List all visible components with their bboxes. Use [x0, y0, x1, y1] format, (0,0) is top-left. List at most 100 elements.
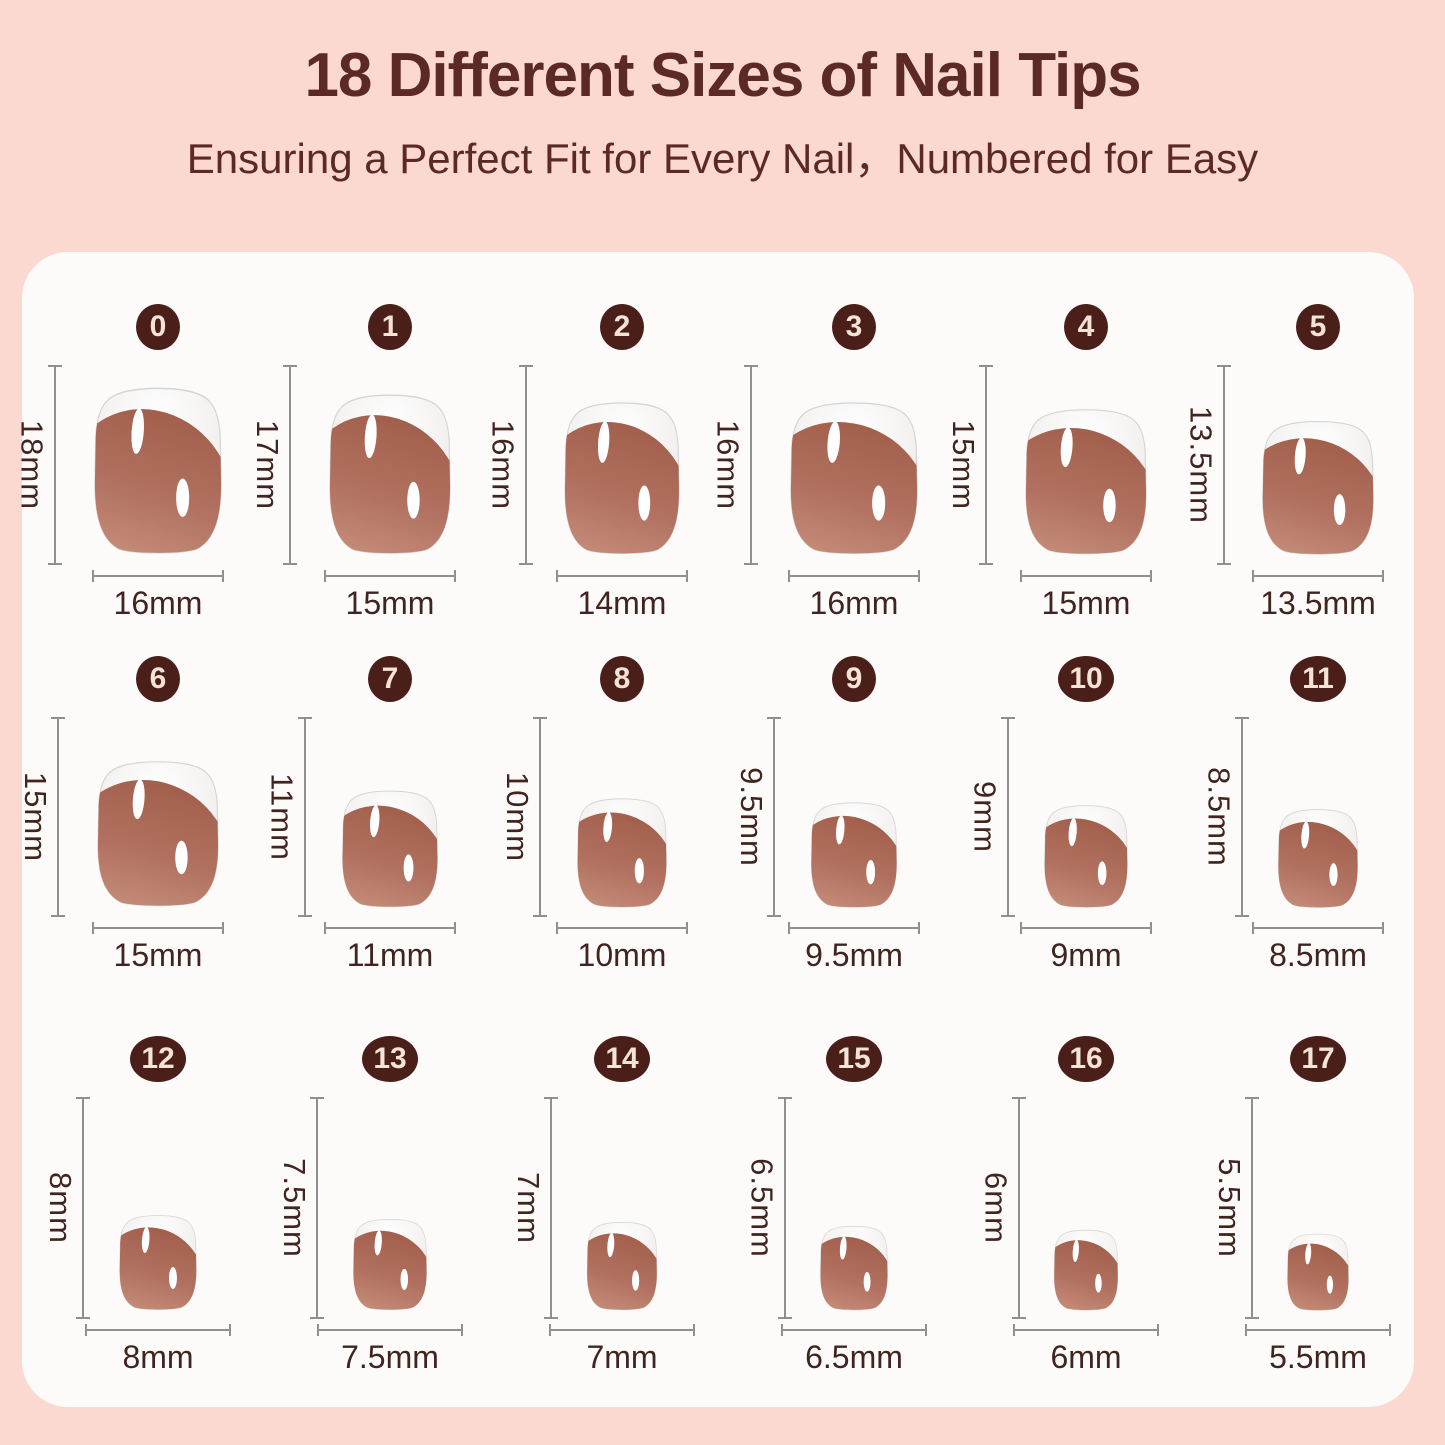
- nail-body: [1262, 438, 1374, 555]
- nail-shine-highlight: [1294, 437, 1306, 475]
- nail-shine-highlight: [1068, 818, 1077, 847]
- size-cell-15: 15 6.5mm 6.5mm: [718, 1036, 950, 1376]
- nail-tip-graphic: [1287, 1233, 1349, 1311]
- nail-shine-highlight: [141, 1227, 150, 1253]
- nail-body: [342, 805, 438, 907]
- nail-shine-highlight: [1305, 1243, 1312, 1265]
- height-dimension-line: [777, 1097, 792, 1319]
- width-label: 9.5mm: [805, 937, 903, 973]
- measure-area: 9mm: [950, 717, 1182, 917]
- width-label: 5.5mm: [1269, 1339, 1367, 1375]
- measure-area: 16mm: [711, 365, 950, 565]
- size-number: 5: [1309, 310, 1327, 343]
- size-number: 12: [141, 1042, 175, 1075]
- width-label: 7mm: [586, 1339, 658, 1375]
- nail-shine-highlight: [866, 859, 876, 885]
- measure-area: 17mm: [250, 365, 486, 565]
- width-dimension-line: [85, 1324, 231, 1336]
- width-label: 9mm: [1050, 937, 1122, 973]
- nail-shine-highlight: [603, 812, 613, 842]
- height-label: 15mm: [946, 419, 981, 511]
- size-number-badge: 9: [832, 656, 876, 702]
- measure-area: 16mm: [486, 365, 718, 565]
- size-cell-14: 14 7mm 7mm: [486, 1036, 718, 1376]
- nail-shine-highlight: [175, 840, 188, 875]
- width-label: 6mm: [1050, 1339, 1122, 1375]
- nail-tip-graphic: [119, 1215, 197, 1310]
- width-label: 16mm: [113, 585, 203, 621]
- nail-shine-highlight: [607, 1233, 615, 1258]
- measure-area: 13.5mm: [1182, 365, 1414, 565]
- nail-shine-highlight: [176, 478, 190, 517]
- width-label: 16mm: [809, 585, 899, 621]
- nail-tip-graphic: [1025, 409, 1147, 555]
- nail-shine-highlight: [634, 858, 644, 884]
- height-label: 11mm: [264, 773, 300, 861]
- height-dimension-line: [767, 717, 781, 917]
- measure-area: 15mm: [18, 717, 254, 917]
- size-number-badge: 12: [130, 1036, 186, 1082]
- measure-area: 7.5mm: [254, 1097, 486, 1319]
- measure-area: 11mm: [254, 717, 486, 917]
- nail-shine-highlight: [400, 1268, 409, 1290]
- width-dimension-line: [1020, 922, 1152, 934]
- height-label: 8mm: [43, 1172, 78, 1244]
- width-label: 15mm: [345, 585, 435, 621]
- nail-tip-graphic: [1044, 805, 1128, 908]
- size-number: 7: [381, 662, 399, 695]
- nail-shine-highlight: [1097, 861, 1107, 886]
- nail-shine-highlight: [132, 779, 145, 820]
- width-dimension-line: [1252, 922, 1384, 934]
- nail-tip-graphic: [586, 1221, 658, 1311]
- nail-tip-graphic: [1277, 809, 1359, 908]
- size-number: 15: [837, 1042, 871, 1075]
- nail-tip-graphic: [1053, 1229, 1119, 1311]
- size-row-0: 0 18mm 16mm 1 17mm 15mm 2 16mm 14mm 3 16mm 16mm 4 15m…: [15, 304, 1414, 622]
- nail-shine-highlight: [836, 815, 845, 845]
- size-number: 9: [845, 662, 863, 695]
- measure-area: 6.5mm: [718, 1097, 950, 1319]
- size-row-1: 6 15mm 15mm 7 11mm 11mm 8 10mm 10mm 9 9.5mm 9.5mm 10…: [18, 656, 1414, 974]
- size-number: 1: [381, 310, 399, 343]
- size-cell-12: 12 8mm 8mm: [22, 1036, 254, 1376]
- nail-shine-highlight: [827, 421, 840, 463]
- nail-tip-graphic: [564, 402, 680, 555]
- nail-tip-graphic: [94, 387, 222, 554]
- size-number: 16: [1069, 1042, 1103, 1075]
- nail-shine-highlight: [1072, 1239, 1079, 1262]
- nail-tip-graphic: [352, 1218, 428, 1311]
- measure-area: 18mm: [15, 365, 254, 565]
- size-number-badge: 6: [136, 656, 180, 702]
- width-dimension-line: [324, 570, 456, 582]
- measure-area: 6mm: [950, 1097, 1182, 1319]
- nail-tip-graphic: [1262, 420, 1374, 555]
- nail-shine-highlight: [872, 485, 886, 521]
- height-dimension-line: [743, 365, 758, 565]
- size-cell-4: 4 15mm 15mm: [946, 304, 1182, 622]
- height-label: 5.5mm: [1212, 1158, 1247, 1258]
- width-dimension-line: [317, 1324, 463, 1336]
- nail-shine-highlight: [407, 481, 420, 519]
- size-number-badge: 10: [1058, 656, 1114, 702]
- size-number-badge: 3: [832, 304, 876, 350]
- width-label: 6.5mm: [805, 1339, 903, 1375]
- height-label: 18mm: [14, 419, 50, 511]
- size-number-badge: 8: [600, 656, 644, 702]
- height-dimension-line: [533, 717, 547, 917]
- nail-shine-highlight: [131, 408, 144, 454]
- size-number-badge: 13: [362, 1036, 418, 1082]
- height-dimension-line: [283, 365, 297, 565]
- size-number: 0: [149, 310, 167, 343]
- width-dimension-line: [92, 922, 224, 934]
- page-title: 18 Different Sizes of Nail Tips: [304, 41, 1141, 110]
- size-cell-3: 3 16mm 16mm: [711, 304, 950, 622]
- size-cell-1: 1 17mm 15mm: [250, 304, 486, 622]
- nail-shine-highlight: [370, 805, 380, 838]
- nail-shine-highlight: [632, 1270, 640, 1291]
- size-number-badge: 11: [1290, 656, 1346, 702]
- height-dimension-line: [518, 365, 533, 565]
- nail-body: [1278, 821, 1358, 908]
- nail-shine-highlight: [839, 1236, 847, 1260]
- height-dimension-line: [297, 717, 312, 917]
